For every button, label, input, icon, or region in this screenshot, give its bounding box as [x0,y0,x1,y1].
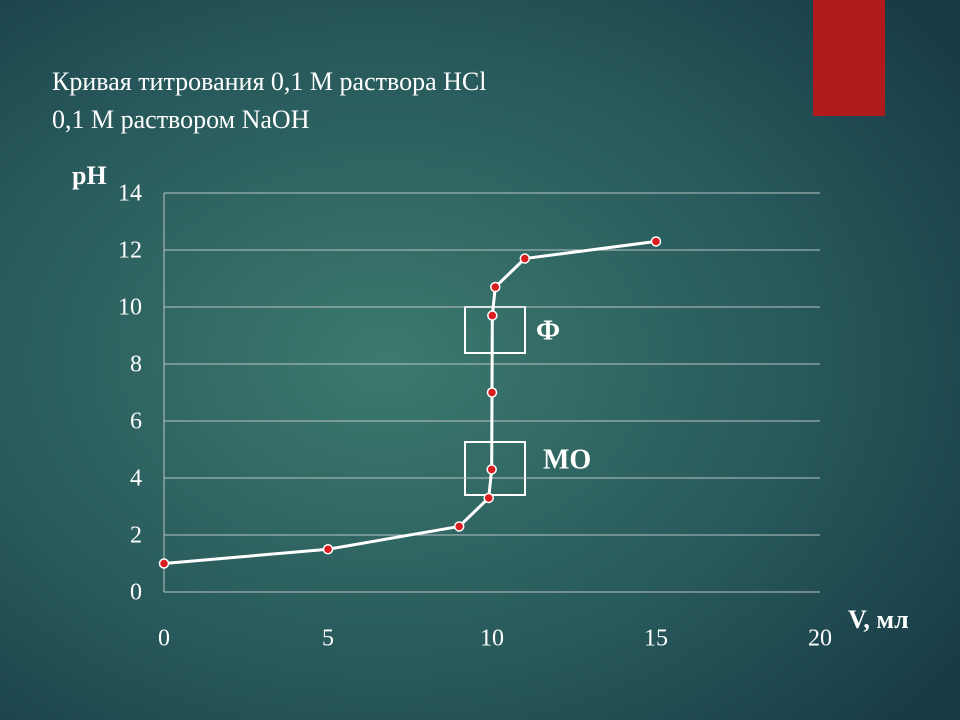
x-tick-label: 15 [644,626,668,652]
y-tick-label: 14 [118,181,142,207]
data-point [322,544,334,555]
x-tick-label: 20 [808,626,832,652]
data-point [490,281,501,293]
x-axis-label: V, мл [848,605,909,634]
y-tick-label: 10 [118,295,142,321]
data-point [453,521,465,532]
data-point [483,492,494,504]
y-tick-label: 8 [130,352,142,378]
y-tick-label: 4 [130,466,142,492]
data-point [487,310,498,321]
data-line [163,239,657,565]
title-line: 0,1 М раствором NaOH [52,105,310,134]
x-tick-label: 5 [322,626,334,652]
data-point [158,558,170,569]
x-tick-label: 10 [480,626,504,652]
y-axis-label: pH [72,161,107,190]
indicator-box [464,441,526,496]
y-tick-label: 2 [130,523,142,549]
title-line: Кривая титрования 0,1 М раствора HCl [52,67,486,96]
plot: 0 2 4 6 8 10 12 14 0 5 10 15 20 [118,181,832,652]
data-point [519,253,531,264]
accent-bar [813,0,885,116]
annotation: Ф [536,315,560,346]
data-point [486,464,497,475]
x-tick-label: 0 [158,626,170,652]
data-point [650,236,662,247]
y-tick-label: 6 [130,409,142,435]
y-tick-label: 0 [130,580,142,606]
annotation: МО [543,444,591,475]
data-point [486,387,498,398]
y-tick-label: 12 [118,238,142,264]
